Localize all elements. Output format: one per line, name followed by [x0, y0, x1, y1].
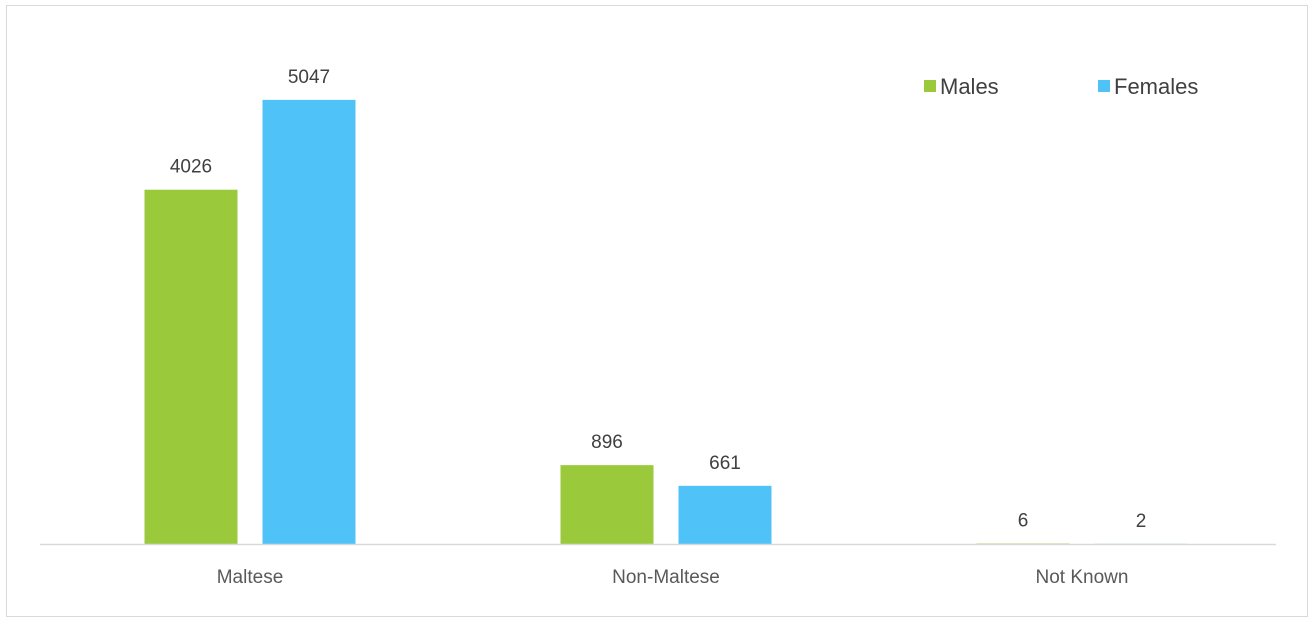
bar-females-non-maltese: [678, 485, 772, 544]
data-label-males-not-known: 6: [1018, 510, 1029, 531]
data-label-females-not-known: 2: [1136, 511, 1147, 532]
category-label-not-known: Not Known: [1036, 567, 1129, 588]
data-label-males-maltese: 4026: [170, 157, 212, 178]
category-label-non-maltese: Non-Maltese: [612, 567, 720, 588]
data-label-females-maltese: 5047: [288, 67, 330, 88]
bar-males-non-maltese: [560, 465, 654, 544]
legend-swatch-females: [1098, 80, 1110, 92]
legend-label-females: Females: [1114, 74, 1198, 99]
data-label-males-non-maltese: 896: [591, 432, 623, 453]
data-label-females-non-maltese: 661: [709, 453, 741, 474]
bar-males-not-known: [976, 543, 1070, 544]
category-label-maltese: Maltese: [217, 567, 284, 588]
bar-females-maltese: [262, 99, 356, 544]
legend-swatch-males: [924, 80, 936, 92]
legend-label-males: Males: [940, 74, 999, 99]
bar-males-maltese: [144, 189, 238, 544]
